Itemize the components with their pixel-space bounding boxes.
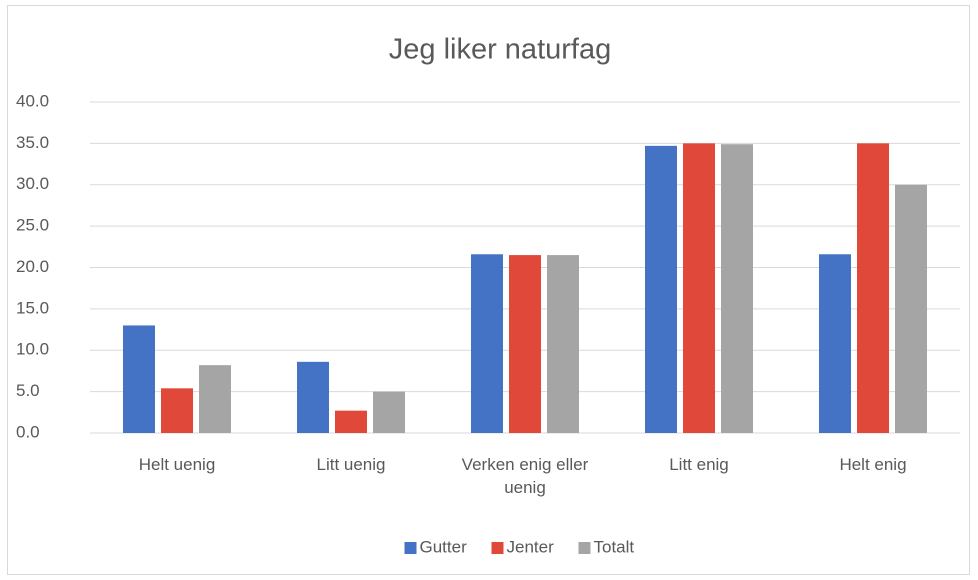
x-tick-label-box: Helt uenig <box>138 455 216 474</box>
bar <box>471 254 503 433</box>
legend-swatch <box>491 542 504 554</box>
bar <box>895 184 927 433</box>
x-tick-label-box: Litt enig <box>669 455 729 474</box>
y-tick-label: 30.0 <box>16 174 49 193</box>
x-tick-label-box: Litt uenig <box>316 455 386 474</box>
bar <box>645 145 677 434</box>
y-tick-label: 35.0 <box>16 133 49 152</box>
bar <box>721 144 753 433</box>
x-tick-label: Helt enig <box>839 455 907 474</box>
y-tick-label: 0.0 <box>16 422 40 441</box>
legend-label: Totalt <box>594 537 635 556</box>
x-tick-label: Litt enig <box>669 455 729 474</box>
bar <box>161 388 193 433</box>
bar <box>819 254 851 433</box>
x-tick-label: Litt uenig <box>316 455 386 474</box>
bar <box>335 410 367 433</box>
bar <box>123 325 155 433</box>
x-tick-label: Verken enig eller uenig <box>461 455 589 497</box>
bar <box>297 361 329 433</box>
chart-title: Jeg liker naturfag <box>389 34 611 66</box>
bar <box>509 255 541 433</box>
bar <box>373 391 405 433</box>
legend-swatch <box>404 542 417 554</box>
x-tick-label-box: Verken enig eller uenig <box>461 455 589 497</box>
x-tick-label: Helt uenig <box>138 455 216 474</box>
y-tick-label: 40.0 <box>16 91 49 110</box>
y-tick-label: 5.0 <box>16 381 40 400</box>
bar <box>199 365 231 433</box>
legend-label: Jenter <box>507 537 555 556</box>
x-tick-label-box: Helt enig <box>839 455 907 474</box>
y-tick-label: 20.0 <box>16 257 49 276</box>
bar <box>857 143 889 433</box>
legend-label: Gutter <box>420 537 468 556</box>
bar <box>547 255 579 433</box>
bar <box>683 143 715 433</box>
y-tick-label: 15.0 <box>16 298 49 317</box>
y-tick-label: 25.0 <box>16 216 49 235</box>
y-tick-label: 10.0 <box>16 340 49 359</box>
legend-swatch <box>578 542 591 554</box>
